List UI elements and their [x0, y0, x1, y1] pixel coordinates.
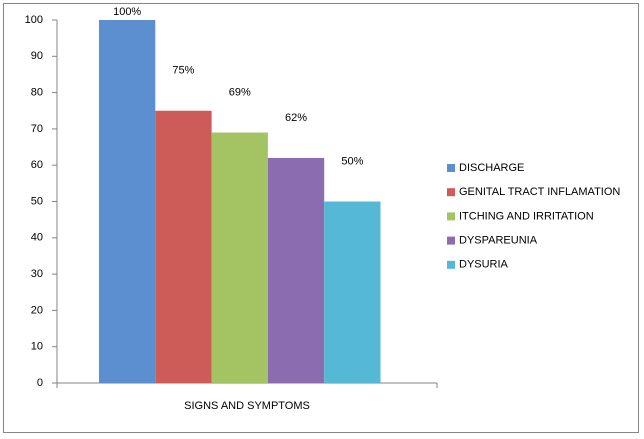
- value-label: 69%: [229, 86, 251, 98]
- y-tick-label: 70: [31, 123, 43, 135]
- bar: [155, 110, 212, 383]
- y-tick-label: 90: [31, 50, 43, 62]
- legend-label: DYSPAREUNIA: [459, 235, 538, 247]
- legend-swatch: [447, 260, 455, 269]
- y-tick-label: 50: [31, 195, 43, 207]
- value-label: 50%: [341, 155, 363, 167]
- legend-label: DYSURIA: [459, 259, 509, 271]
- value-label: 62%: [285, 112, 307, 124]
- value-label: 100%: [113, 6, 141, 18]
- y-tick-label: 20: [31, 304, 43, 316]
- y-tick-label: 100: [25, 14, 43, 26]
- y-tick-label: 80: [31, 87, 43, 99]
- bar: [99, 20, 156, 383]
- bar: [211, 132, 268, 383]
- y-tick-label: 40: [31, 232, 43, 244]
- legend-label: ITCHING AND IRRITATION: [459, 210, 594, 222]
- y-tick-label: 10: [31, 341, 43, 353]
- legend-label: DISCHARGE: [459, 162, 524, 174]
- x-tick-label: SIGNS AND SYMPTOMS: [184, 400, 310, 412]
- y-tick-label: 60: [31, 159, 43, 171]
- legend-swatch: [447, 188, 455, 197]
- legend-swatch: [447, 164, 455, 172]
- legend-swatch: [447, 236, 455, 245]
- y-tick-label: 30: [31, 268, 43, 280]
- legend-swatch: [447, 212, 455, 221]
- bar: [324, 201, 381, 383]
- bar: [267, 157, 325, 383]
- y-tick-label: 0: [37, 377, 43, 389]
- legend-label: GENITAL TRACT INFLAMATION: [459, 186, 620, 198]
- value-label: 75%: [172, 65, 194, 77]
